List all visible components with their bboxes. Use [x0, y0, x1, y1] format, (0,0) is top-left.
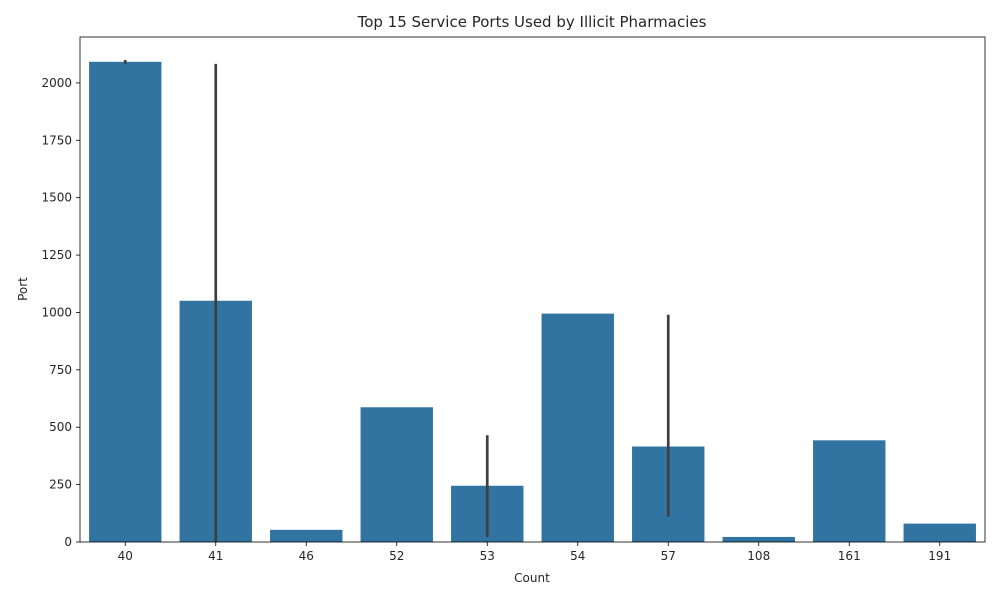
y-axis-label: Port — [16, 277, 30, 301]
x-tick-label-52: 52 — [389, 549, 404, 563]
x-axis-label: Count — [514, 571, 550, 585]
y-tick-label-0: 0 — [64, 535, 72, 549]
x-tick-label-40: 40 — [118, 549, 133, 563]
bar-40 — [89, 61, 162, 543]
x-tick-label-46: 46 — [299, 549, 314, 563]
y-tick-label-2000: 2000 — [41, 76, 72, 90]
y-tick-label-750: 750 — [49, 363, 72, 377]
y-tick-label-1250: 1250 — [41, 248, 72, 262]
x-tick-label-161: 161 — [838, 549, 861, 563]
error-bars-layer — [123, 59, 670, 542]
y-tick-label-500: 500 — [49, 420, 72, 434]
bar-54 — [541, 313, 614, 542]
bars-layer — [89, 61, 976, 543]
chart-title: Top 15 Service Ports Used by Illicit Pha… — [357, 13, 707, 31]
y-tick-label-1500: 1500 — [41, 191, 72, 205]
x-tick-label-57: 57 — [661, 549, 676, 563]
bar-46 — [270, 529, 343, 542]
y-tick-label-250: 250 — [49, 478, 72, 492]
y-tick-label-1750: 1750 — [41, 133, 72, 147]
x-tick-label-53: 53 — [480, 549, 495, 563]
x-tick-label-191: 191 — [928, 549, 951, 563]
bar-108 — [722, 536, 795, 542]
bar-161 — [813, 440, 886, 542]
x-tick-label-41: 41 — [208, 549, 223, 563]
y-tick-label-1000: 1000 — [41, 305, 72, 319]
axes-layer: 40 41 46 52 53 54 57 108 161 191 0 250 500 750 1000 125… — [41, 36, 986, 563]
bar-52 — [360, 407, 433, 542]
plot-frame — [79, 36, 986, 543]
x-tick-label-54: 54 — [570, 549, 585, 563]
x-tick-label-108: 108 — [747, 549, 770, 563]
bar-191 — [903, 523, 976, 542]
